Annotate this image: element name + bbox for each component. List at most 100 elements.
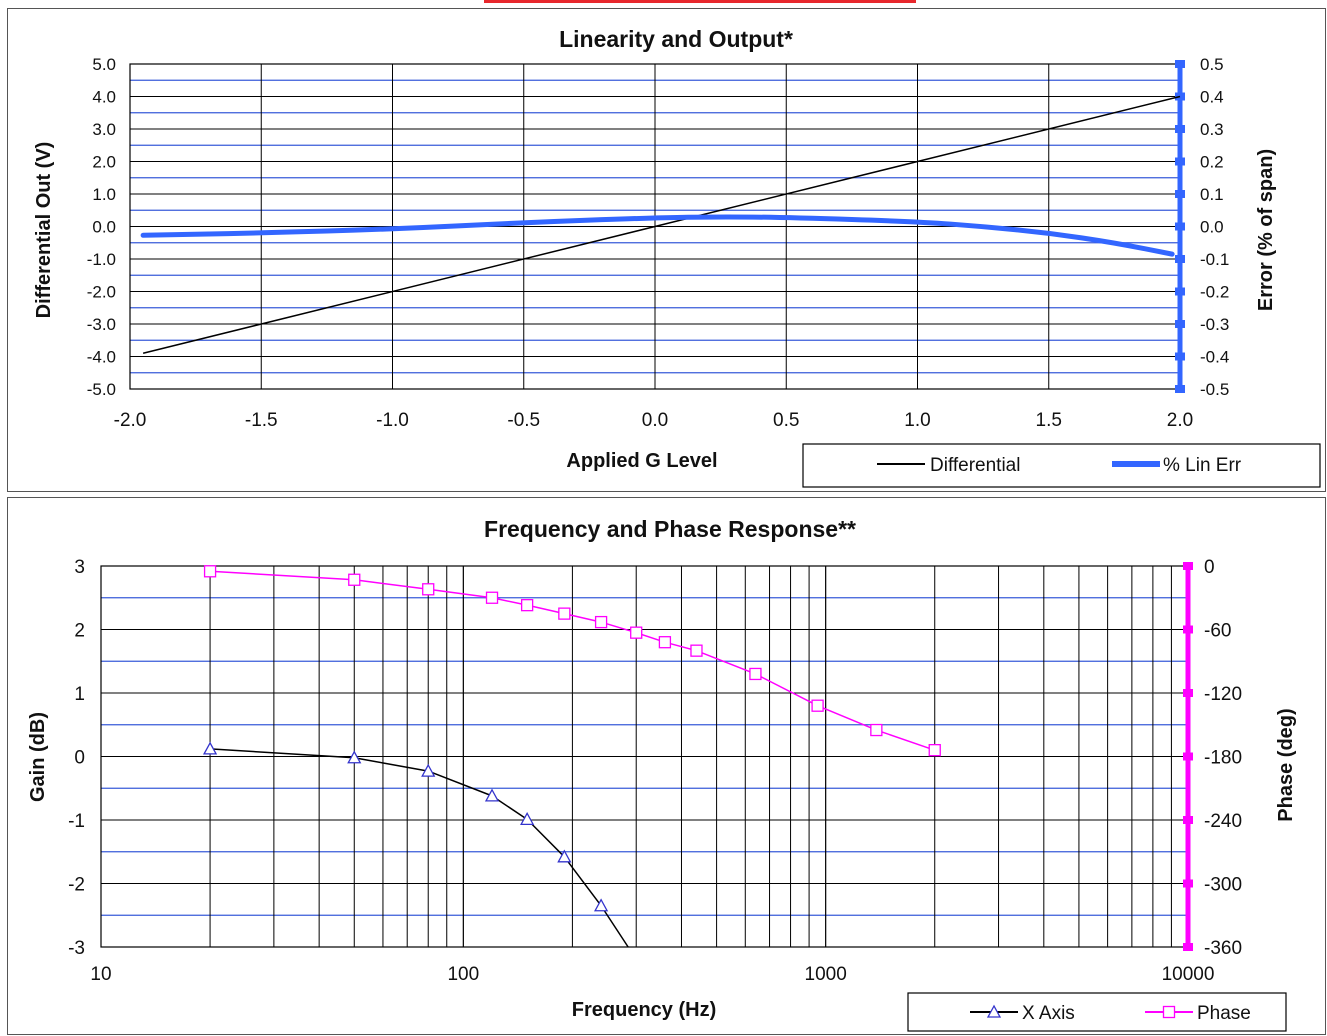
y2-tick-label: -0.1 <box>1200 250 1229 269</box>
legend-box <box>802 443 1321 488</box>
y-tick-label: -2.0 <box>87 283 116 302</box>
y-tick-label: -1.0 <box>87 250 116 269</box>
y2-tick-label: -120 <box>1204 684 1242 705</box>
chart-title: Linearity and Output* <box>559 26 793 52</box>
y2-tick-label: -0.4 <box>1200 348 1229 367</box>
y-tick-label: -5.0 <box>87 380 116 399</box>
x-tick-label: 1.0 <box>904 410 930 431</box>
right-axis-tick-mark <box>1175 320 1185 328</box>
phase-marker <box>658 636 672 649</box>
right-axis-tick-mark <box>1175 190 1185 198</box>
y2-tick-label: 0.1 <box>1200 185 1224 204</box>
legend-label-phase: Phase <box>1197 1003 1251 1024</box>
y2-tick-label: 0.2 <box>1200 153 1224 172</box>
right-axis-tick-mark <box>1183 816 1193 824</box>
y2-tick-label: 0.5 <box>1200 55 1224 74</box>
y-axis-label: Gain (dB) <box>27 712 49 802</box>
x-tick-label: 0.0 <box>642 410 668 431</box>
x-axis-marker <box>347 750 362 764</box>
x-tick-label: 1.5 <box>1036 410 1062 431</box>
x-tick-label: 10000 <box>1162 964 1215 985</box>
y2-tick-label: 0.4 <box>1200 88 1224 107</box>
x-tick-label: -0.5 <box>507 410 540 431</box>
y-tick-label: -3 <box>68 938 85 959</box>
x-tick-label: 100 <box>447 964 479 985</box>
x-axis-marker <box>557 849 572 863</box>
legend-label-lin-err: % Lin Err <box>1163 455 1242 476</box>
legend-marker-phase <box>1162 1005 1176 1019</box>
x-axis-marker <box>202 741 218 755</box>
right-axis-tick-mark <box>1175 352 1185 361</box>
linearity-chart-panel <box>7 8 1326 492</box>
phase-marker <box>811 699 824 712</box>
y-tick-label: -2 <box>68 875 85 896</box>
y2-tick-label: -300 <box>1204 875 1242 896</box>
phase-marker <box>594 615 608 629</box>
right-axis-tick-mark <box>1183 689 1193 697</box>
series-line-differential <box>142 95 1181 354</box>
x-tick-label: 2.0 <box>1167 410 1193 431</box>
y2-tick-label: -180 <box>1204 748 1242 769</box>
right-axis-tick-mark <box>1183 562 1193 570</box>
right-axis-tick-mark <box>1183 879 1193 888</box>
series-line-lin-err <box>140 214 1175 257</box>
x-axis-marker <box>520 812 535 826</box>
y2-tick-label: -360 <box>1204 938 1242 959</box>
y-tick-label: 1 <box>74 684 85 705</box>
x-tick-label: 1000 <box>805 964 847 985</box>
y-tick-label: 5.0 <box>92 55 116 74</box>
phase-marker <box>928 744 941 757</box>
phase-marker <box>558 607 571 620</box>
y-axis-label: Differential Out (V) <box>33 142 55 319</box>
phase-marker <box>348 573 361 586</box>
x-tick-label: -1.5 <box>245 410 278 431</box>
phase-marker <box>422 583 435 596</box>
y-tick-label: 1.0 <box>92 185 116 204</box>
legend-label-x-axis: X Axis <box>1022 1003 1075 1024</box>
x-axis-label: Frequency (Hz) <box>572 999 716 1021</box>
x-axis-label: Applied G Level <box>566 450 717 472</box>
right-axis-tick-mark <box>1183 625 1193 634</box>
right-axis-tick-mark <box>1183 752 1193 761</box>
series-line-x-axis <box>210 748 629 948</box>
x-axis-marker <box>421 763 436 777</box>
y2-tick-label: -0.5 <box>1200 380 1229 399</box>
y2-tick-label: 0 <box>1204 557 1215 578</box>
right-axis-tick-mark <box>1175 157 1185 166</box>
y-tick-label: 2.0 <box>92 153 116 172</box>
phase-marker <box>520 599 534 612</box>
legend-label-differential: Differential <box>930 455 1020 476</box>
right-axis-tick-mark <box>1183 943 1193 951</box>
x-axis-marker <box>484 788 500 802</box>
phase-marker <box>203 565 217 578</box>
right-axis-tick-mark <box>1175 255 1185 263</box>
y-tick-label: 3 <box>74 557 85 578</box>
y-tick-label: -3.0 <box>87 315 116 334</box>
x-tick-label: -2.0 <box>114 410 147 431</box>
y2-tick-label: -60 <box>1204 621 1231 642</box>
frequency-chart-panel <box>7 497 1326 1035</box>
x-axis-marker <box>594 898 609 912</box>
y2-axis-label: Phase (deg) <box>1275 708 1297 821</box>
y2-tick-label: -0.3 <box>1200 315 1229 334</box>
phase-marker <box>749 667 762 681</box>
legend-marker-x-axis <box>986 1004 1002 1018</box>
y-tick-label: 3.0 <box>92 120 116 139</box>
y2-axis-label: Error (% of span) <box>1255 149 1277 311</box>
x-tick-label: 0.5 <box>773 410 799 431</box>
x-tick-label: 10 <box>90 964 111 985</box>
phase-marker <box>690 644 703 657</box>
right-axis-tick-mark <box>1175 125 1185 133</box>
y-tick-label: 0.0 <box>92 218 116 237</box>
x-tick-label: -1.0 <box>376 410 409 431</box>
series-line-phase <box>210 570 935 751</box>
right-axis-tick-mark <box>1175 385 1185 393</box>
chart-title: Frequency and Phase Response** <box>484 516 856 542</box>
right-axis-tick-mark <box>1175 222 1185 231</box>
y-tick-label: 2 <box>74 621 85 642</box>
y-tick-label: 4.0 <box>92 88 116 107</box>
y2-tick-label: -240 <box>1204 811 1242 832</box>
y-tick-label: -1 <box>68 811 85 832</box>
y-tick-label: -4.0 <box>87 348 116 367</box>
